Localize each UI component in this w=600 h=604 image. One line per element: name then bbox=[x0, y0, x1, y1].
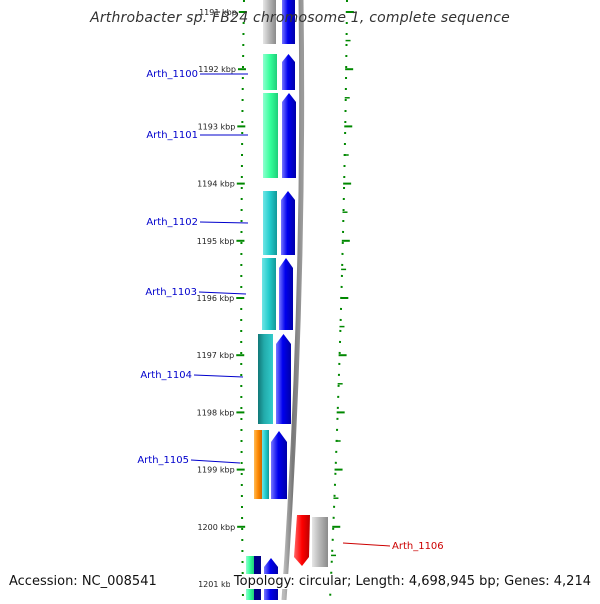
feature-cds-arth-1101[interactable] bbox=[263, 93, 278, 178]
ruler-ring-inner bbox=[240, 0, 245, 601]
tick-label: 1196 kbp bbox=[197, 294, 235, 303]
tick-label: 1192 kbp bbox=[198, 65, 236, 74]
gene-label[interactable]: Arth_1104 bbox=[140, 370, 192, 381]
ruler-ring-outer bbox=[329, 0, 348, 601]
feature-gene-arth-1101[interactable] bbox=[282, 93, 296, 178]
gene-label-leader bbox=[193, 374, 244, 378]
gene-label[interactable]: Arth_1102 bbox=[146, 217, 198, 228]
feature-cds-arth-1105[interactable] bbox=[262, 430, 269, 499]
feature-cds-arth-1104[interactable] bbox=[258, 334, 273, 424]
gene-label[interactable]: Arth_1106 bbox=[392, 541, 444, 552]
feature-cds-arth-1102[interactable] bbox=[263, 191, 277, 255]
gene-label[interactable]: Arth_1101 bbox=[146, 130, 198, 141]
feature-gene-arth-1105[interactable] bbox=[271, 431, 287, 499]
gene-label[interactable]: Arth_1105 bbox=[137, 455, 189, 466]
feature-gene-arth-1106[interactable] bbox=[294, 515, 310, 566]
tick-label: 1198 kbp bbox=[197, 408, 235, 417]
tick-label: 1201 kbp bbox=[198, 580, 236, 589]
gene-label-leader bbox=[190, 459, 241, 464]
feature-cds-arth-1105-orange[interactable] bbox=[254, 430, 262, 499]
tick-label: 1199 kbp bbox=[197, 466, 235, 475]
gene-label-leader bbox=[199, 221, 249, 224]
topology-summary-text: Topology: circular; Length: 4,698,945 bp… bbox=[229, 574, 591, 589]
tick-label: 1200 kbp bbox=[197, 523, 235, 532]
feature-cds-arth-1100[interactable] bbox=[263, 54, 277, 90]
feature-cds-partial bbox=[263, 0, 276, 44]
feature-gene-arth-1102[interactable] bbox=[281, 191, 295, 255]
gene-label-leader bbox=[342, 542, 391, 547]
tick-label: 1197 kbp bbox=[197, 351, 235, 360]
gene-label[interactable]: Arth_1103 bbox=[145, 287, 197, 298]
feature-gene-partial bbox=[282, 0, 295, 44]
gene-labels: Arth_1100 Arth_1101 Arth_1102 Arth_1103 Arth… bbox=[137, 69, 443, 552]
ruler-ticks: 1191 kbp 1192 kbp 1193 kbp 1194 kbp 1195 kbp… bbox=[197, 8, 354, 589]
accession-text: Accession: NC_008541 bbox=[9, 574, 157, 589]
tick-label: 1194 kbp bbox=[197, 180, 235, 189]
feature-gene-arth-1104[interactable] bbox=[276, 334, 291, 424]
feature-gene-arth-1103[interactable] bbox=[279, 258, 293, 330]
tick-label: 1195 kbp bbox=[197, 237, 235, 246]
gene-label[interactable]: Arth_1100 bbox=[146, 69, 198, 80]
genome-backbone bbox=[281, 0, 305, 601]
map-title: Arthrobacter sp. FB24 chromosome 1, comp… bbox=[90, 10, 510, 26]
feature-gene-arth-1100[interactable] bbox=[282, 54, 295, 90]
tick-label: 1191 kbp bbox=[199, 8, 237, 17]
feature-cds-arth-1106[interactable] bbox=[312, 517, 328, 567]
feature-cds-arth-1103[interactable] bbox=[262, 258, 276, 330]
gene-label-leader bbox=[198, 291, 247, 295]
tick-label: 1193 kbp bbox=[198, 122, 236, 131]
